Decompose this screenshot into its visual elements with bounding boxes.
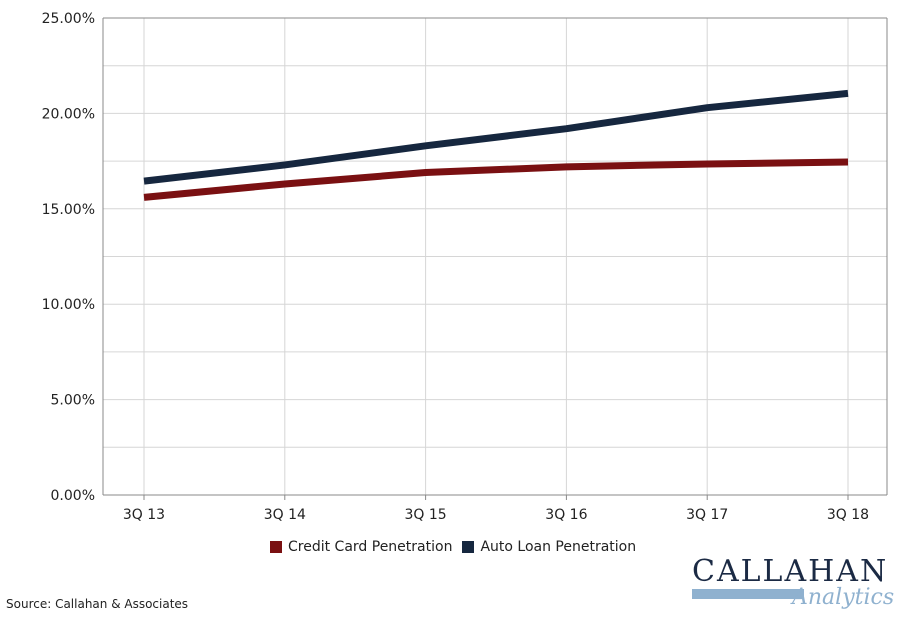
x-axis-labels: 3Q 13 3Q 14 3Q 15 3Q 16 3Q 17 3Q 18 <box>123 507 869 523</box>
legend-label-auto-loan: Auto Loan Penetration <box>480 539 637 555</box>
grid <box>103 17 887 496</box>
x-tick-label: 3Q 13 <box>123 507 165 523</box>
legend-swatch-auto-loan <box>462 541 475 553</box>
legend-swatch-credit-card <box>270 541 282 553</box>
legend: Credit Card Penetration Auto Loan Penetr… <box>270 539 646 555</box>
series-line-auto-loan <box>143 89 849 185</box>
legend-item-auto-loan: Auto Loan Penetration <box>462 539 636 555</box>
series-line-credit-card <box>143 158 849 201</box>
x-tick-label: 3Q 18 <box>827 507 869 523</box>
x-tick-label: 3Q 16 <box>545 507 587 523</box>
y-tick-label: 10.00% <box>42 297 95 313</box>
logo-subtitle: Analytics <box>792 585 895 610</box>
legend-label-credit-card: Credit Card Penetration <box>288 539 453 555</box>
y-tick-label: 20.00% <box>42 106 95 122</box>
axes <box>102 17 888 500</box>
y-tick-label: 15.00% <box>42 202 95 218</box>
logo-wordmark: CALLAHAN <box>692 554 889 589</box>
y-tick-label: 25.00% <box>42 11 95 27</box>
line-chart: 0.00% 5.00% 10.00% 15.00% 20.00% 25.00% 3Q 13… <box>42 11 888 523</box>
y-axis-labels: 0.00% 5.00% 10.00% 15.00% 20.00% 25.00% <box>42 11 95 504</box>
legend-item-credit-card: Credit Card Penetration <box>270 539 452 555</box>
x-tick-label: 3Q 14 <box>264 507 306 523</box>
logo-bar <box>692 589 804 599</box>
y-tick-label: 0.00% <box>51 488 95 504</box>
y-tick-label: 5.00% <box>51 393 95 409</box>
source-note: Source: Callahan & Associates <box>6 597 189 611</box>
x-tick-label: 3Q 17 <box>686 507 728 523</box>
callahan-analytics-logo: CALLAHAN Analytics <box>692 554 894 615</box>
x-tick-label: 3Q 15 <box>404 507 446 523</box>
series-lines <box>143 89 849 201</box>
